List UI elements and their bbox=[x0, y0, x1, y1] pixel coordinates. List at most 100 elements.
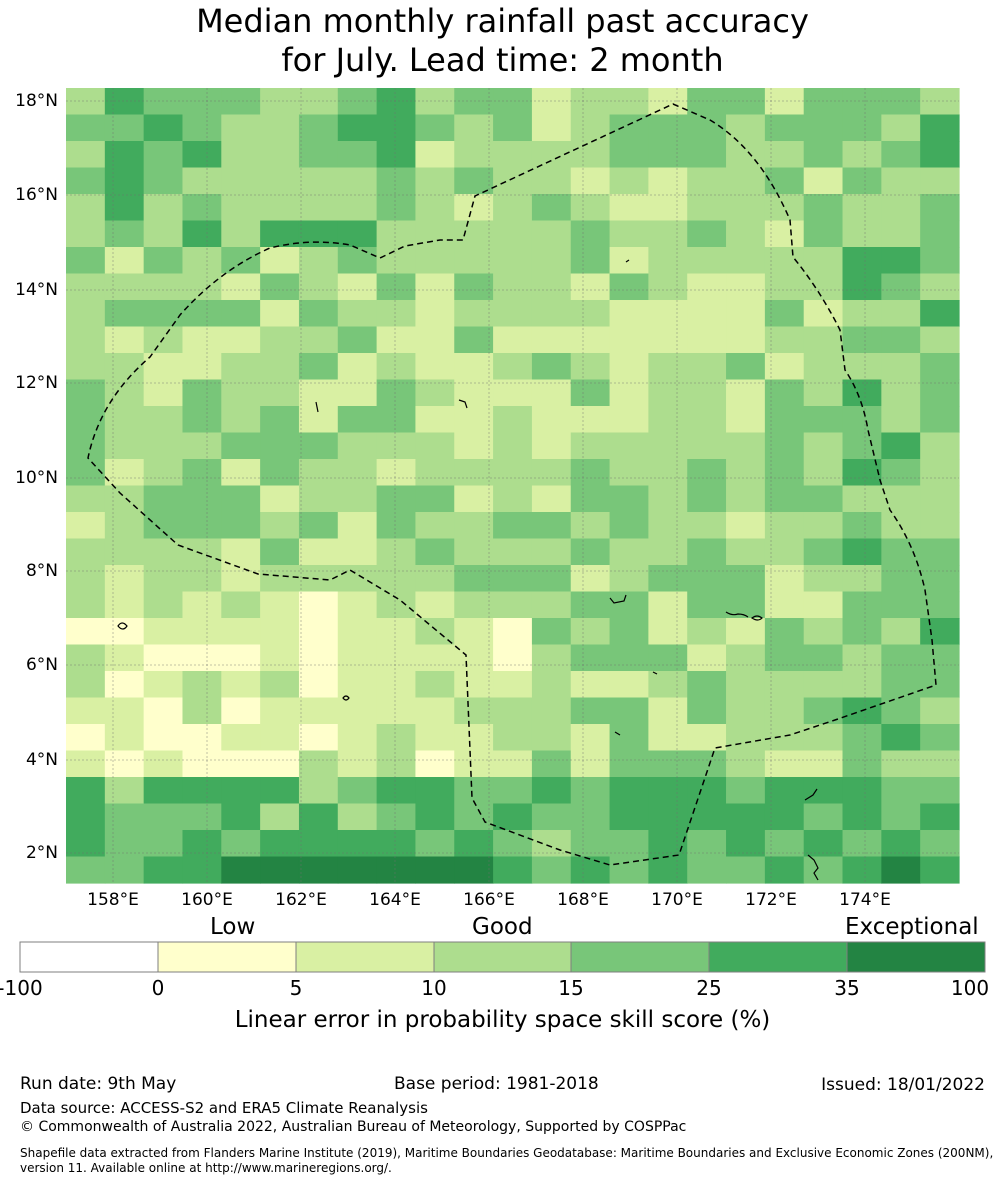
grid-cell bbox=[648, 671, 688, 699]
colorbar-tick-label: 100 bbox=[950, 976, 990, 1000]
grid-cell bbox=[726, 512, 766, 540]
lat-tick-label: 8°N bbox=[25, 561, 58, 581]
grid-cell bbox=[493, 432, 533, 460]
grid-cell bbox=[143, 724, 184, 752]
grid-cell bbox=[842, 512, 882, 540]
grid-cell bbox=[415, 565, 455, 593]
shapefile-credit-line-2: version 11. Available online at http://w… bbox=[20, 1161, 392, 1175]
grid-cell bbox=[570, 273, 611, 301]
lat-tick-label: 14°N bbox=[15, 280, 58, 300]
grid-cell bbox=[842, 671, 882, 699]
grid-cell bbox=[143, 167, 184, 195]
colorbar-bin bbox=[19, 941, 159, 973]
grid-cell bbox=[881, 644, 921, 672]
grid-cell bbox=[221, 273, 261, 301]
grid-cell bbox=[648, 432, 688, 460]
grid-cell bbox=[376, 220, 417, 248]
grid-cell bbox=[920, 724, 960, 752]
colorbar-tick-label: 35 bbox=[834, 976, 860, 1000]
grid-cell bbox=[493, 644, 533, 672]
grid-cell bbox=[920, 618, 960, 646]
grid-cell bbox=[298, 803, 339, 831]
grid-cell bbox=[803, 326, 844, 354]
grid-cell bbox=[920, 644, 960, 672]
grid-cell bbox=[415, 326, 455, 354]
grid-cell bbox=[337, 326, 378, 354]
grid-cell bbox=[493, 88, 533, 116]
colorbar-bin bbox=[846, 941, 986, 973]
grid-cell bbox=[570, 88, 611, 116]
grid-cell bbox=[842, 88, 882, 116]
grid-cell bbox=[764, 538, 805, 566]
grid-cell bbox=[260, 644, 300, 672]
grid-cell bbox=[143, 618, 184, 646]
grid-cell bbox=[143, 194, 184, 222]
grid-cell bbox=[920, 777, 960, 805]
grid-cell bbox=[803, 750, 844, 778]
grid-cell bbox=[415, 406, 455, 434]
grid-cell bbox=[920, 247, 960, 275]
grid-cell bbox=[920, 353, 960, 381]
grid-cell bbox=[920, 141, 960, 169]
grid-cell bbox=[570, 141, 611, 169]
grid-cell bbox=[726, 565, 766, 593]
grid-cell bbox=[454, 671, 494, 699]
grid-cell bbox=[803, 194, 844, 222]
grid-cell bbox=[376, 697, 417, 725]
grid-cell bbox=[687, 141, 727, 169]
grid-cell bbox=[920, 671, 960, 699]
grid-cell bbox=[764, 406, 805, 434]
grid-cell bbox=[570, 220, 611, 248]
grid-cell bbox=[143, 803, 184, 831]
grid-cell bbox=[726, 750, 766, 778]
grid-cell bbox=[764, 167, 805, 195]
grid-cell bbox=[143, 671, 184, 699]
grid-cell bbox=[687, 273, 727, 301]
grid-cell bbox=[337, 538, 378, 566]
grid-cell bbox=[842, 538, 882, 566]
grid-cell bbox=[337, 300, 378, 328]
grid-cell bbox=[182, 194, 222, 222]
grid-cell bbox=[221, 379, 261, 407]
grid-cell bbox=[920, 379, 960, 407]
grid-cell bbox=[66, 485, 106, 513]
grid-cell bbox=[143, 114, 184, 142]
grid-cell bbox=[182, 538, 222, 566]
grid-cell bbox=[298, 724, 339, 752]
grid-cell bbox=[920, 803, 960, 831]
grid-cell bbox=[920, 220, 960, 248]
grid-cell bbox=[531, 697, 572, 725]
grid-cell bbox=[298, 300, 339, 328]
grid-cell bbox=[609, 618, 649, 646]
grid-cell bbox=[337, 432, 378, 460]
grid-cell bbox=[376, 803, 417, 831]
grid-cell bbox=[260, 300, 300, 328]
grid-cell bbox=[143, 750, 184, 778]
grid-cell bbox=[764, 830, 805, 858]
lon-tick-label: 170°E bbox=[651, 890, 703, 910]
grid-cell bbox=[648, 856, 688, 884]
grid-cell bbox=[415, 777, 455, 805]
grid-cell bbox=[493, 406, 533, 434]
grid-cell bbox=[260, 247, 300, 275]
grid-cell bbox=[842, 724, 882, 752]
grid-cell bbox=[764, 220, 805, 248]
island-outlines bbox=[117, 259, 819, 881]
grid-cell bbox=[104, 432, 145, 460]
grid-cell bbox=[842, 856, 882, 884]
grid-cell bbox=[764, 565, 805, 593]
grid-cell bbox=[881, 750, 921, 778]
grid-cell bbox=[764, 88, 805, 116]
grid-cell bbox=[337, 777, 378, 805]
grid-cell bbox=[454, 856, 494, 884]
grid-cell bbox=[182, 777, 222, 805]
grid-cell bbox=[764, 644, 805, 672]
grid-cell bbox=[143, 247, 184, 275]
grid-cell bbox=[803, 618, 844, 646]
grid-cell bbox=[337, 803, 378, 831]
grid-cell bbox=[260, 406, 300, 434]
grid-cell bbox=[221, 141, 261, 169]
grid-cell bbox=[260, 591, 300, 619]
grid-cell bbox=[687, 114, 727, 142]
grid-cell bbox=[104, 856, 145, 884]
